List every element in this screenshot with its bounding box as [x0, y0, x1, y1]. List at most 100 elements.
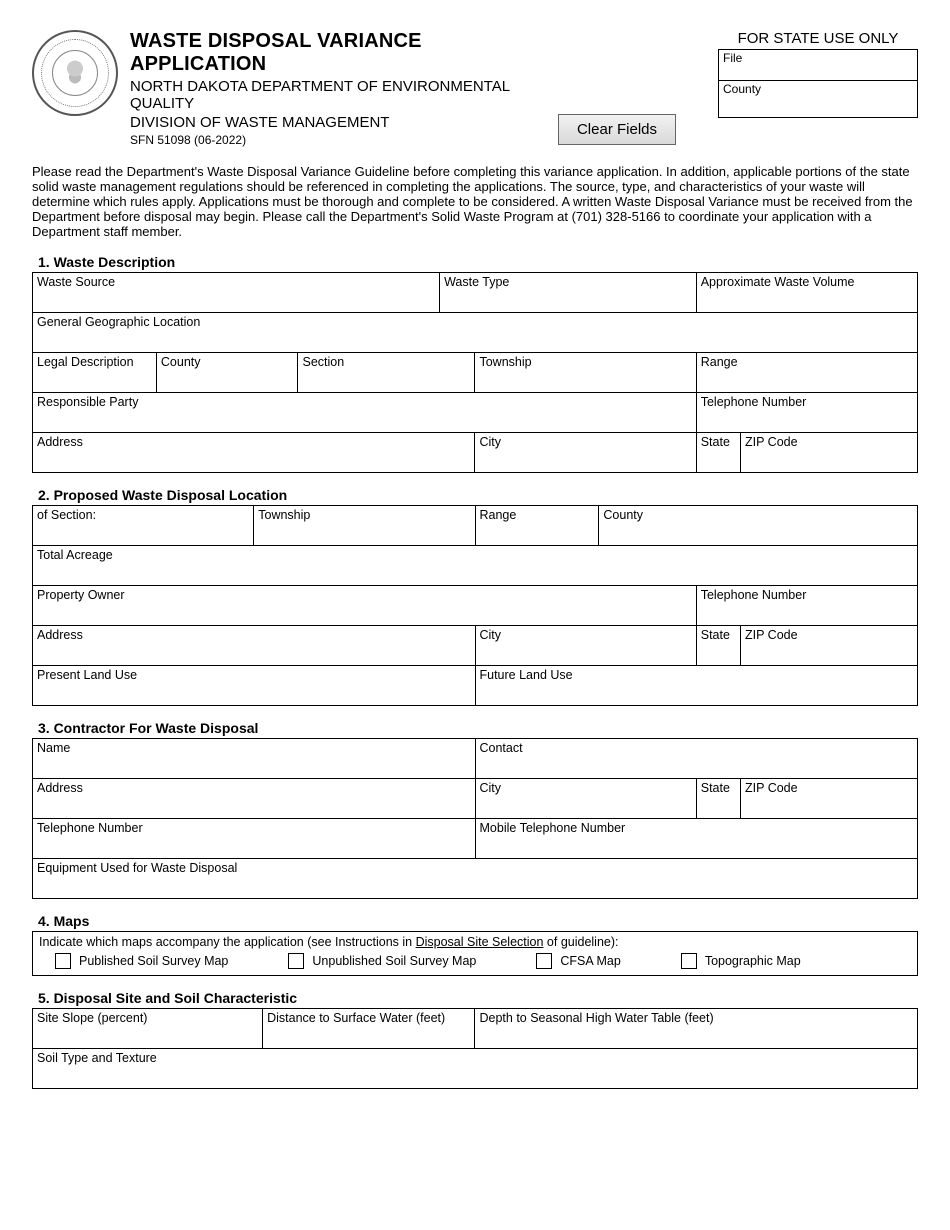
mobile3-input[interactable] [480, 835, 914, 852]
county2-input[interactable] [603, 522, 913, 539]
maps-box: Indicate which maps accompany the applic… [32, 931, 918, 976]
state-seal-icon [32, 30, 118, 116]
address-input[interactable] [37, 449, 470, 466]
name3-label: Name [37, 741, 70, 755]
section2-table: of Section: Township Range County Total … [32, 505, 918, 706]
county2-label: County [603, 508, 643, 522]
present-land-use-label: Present Land Use [37, 668, 137, 682]
range2-label: Range [480, 508, 517, 522]
city2-label: City [480, 628, 502, 642]
form-number: SFN 51098 (06-2022) [130, 133, 546, 147]
state3-input[interactable] [701, 795, 736, 812]
state-use-file-box: File [718, 49, 918, 81]
address-label: Address [37, 435, 83, 449]
state2-input[interactable] [701, 642, 736, 659]
zip3-input[interactable] [745, 795, 913, 812]
zip2-label: ZIP Code [745, 628, 798, 642]
county-input[interactable] [161, 369, 294, 386]
depth-water-table-label: Depth to Seasonal High Water Table (feet… [479, 1011, 713, 1025]
zip-input[interactable] [745, 449, 913, 466]
geo-location-input[interactable] [37, 329, 913, 346]
address3-label: Address [37, 781, 83, 795]
address3-input[interactable] [37, 795, 471, 812]
slope-input[interactable] [37, 1025, 258, 1042]
total-acreage-label: Total Acreage [37, 548, 113, 562]
telephone-input[interactable] [701, 409, 913, 426]
waste-source-label: Waste Source [37, 275, 115, 289]
state-use-county-box: County [718, 80, 918, 118]
contact3-input[interactable] [480, 755, 914, 772]
telephone-label: Telephone Number [701, 395, 807, 409]
state2-label: State [701, 628, 730, 642]
state-label: State [701, 435, 730, 449]
property-owner-input[interactable] [37, 602, 692, 619]
opt3-label: CFSA Map [560, 954, 620, 968]
township-input[interactable] [479, 369, 691, 386]
opt2-label: Unpublished Soil Survey Map [312, 954, 476, 968]
county-label: County [161, 355, 201, 369]
state-input[interactable] [701, 449, 736, 466]
mobile3-label: Mobile Telephone Number [480, 821, 626, 835]
city3-label: City [480, 781, 502, 795]
checkbox-cfsa[interactable] [536, 953, 552, 969]
township2-input[interactable] [258, 522, 470, 539]
city3-input[interactable] [480, 795, 692, 812]
address2-input[interactable] [37, 642, 471, 659]
range-input[interactable] [701, 369, 913, 386]
contact3-label: Contact [480, 741, 523, 755]
telephone2-label: Telephone Number [701, 588, 807, 602]
section-input[interactable] [302, 369, 470, 386]
distance-water-input[interactable] [267, 1025, 470, 1042]
future-land-use-input[interactable] [480, 682, 914, 699]
of-section-input[interactable] [37, 522, 249, 539]
checkbox-published-soil[interactable] [55, 953, 71, 969]
section3-table: Name Contact Address City State ZIP Code… [32, 738, 918, 899]
telephone2-input[interactable] [701, 602, 913, 619]
state-use-file-label: File [723, 51, 742, 65]
form-title: WASTE DISPOSAL VARIANCE APPLICATION [130, 30, 546, 76]
telephone3-input[interactable] [37, 835, 471, 852]
responsible-party-label: Responsible Party [37, 395, 138, 409]
section1-table: Waste Source Waste Type Approximate Wast… [32, 272, 918, 473]
section5-table: Site Slope (percent) Distance to Surface… [32, 1008, 918, 1089]
total-acreage-input[interactable] [37, 562, 913, 579]
present-land-use-input[interactable] [37, 682, 471, 699]
future-land-use-label: Future Land Use [480, 668, 573, 682]
city2-input[interactable] [480, 642, 692, 659]
equipment3-input[interactable] [37, 875, 913, 892]
opt1-label: Published Soil Survey Map [79, 954, 228, 968]
section5-title: 5. Disposal Site and Soil Characteristic [32, 990, 918, 1006]
clear-fields-button[interactable]: Clear Fields [558, 114, 676, 145]
waste-type-input[interactable] [444, 289, 692, 306]
checkbox-topographic[interactable] [681, 953, 697, 969]
range2-input[interactable] [480, 522, 595, 539]
depth-water-table-input[interactable] [479, 1025, 913, 1042]
state3-label: State [701, 781, 730, 795]
city-label: City [479, 435, 501, 449]
section2-title: 2. Proposed Waste Disposal Location [32, 487, 918, 503]
distance-water-label: Distance to Surface Water (feet) [267, 1011, 445, 1025]
of-section-label: of Section: [37, 508, 96, 522]
township2-label: Township [258, 508, 310, 522]
zip-label: ZIP Code [745, 435, 798, 449]
name3-input[interactable] [37, 755, 471, 772]
telephone3-label: Telephone Number [37, 821, 143, 835]
geo-location-label: General Geographic Location [37, 315, 200, 329]
waste-source-input[interactable] [37, 289, 435, 306]
property-owner-label: Property Owner [37, 588, 125, 602]
responsible-party-input[interactable] [37, 409, 692, 426]
division-name: DIVISION OF WASTE MANAGEMENT [130, 114, 546, 131]
department-name: NORTH DAKOTA DEPARTMENT OF ENVIRONMENTAL… [130, 78, 546, 112]
checkbox-unpublished-soil[interactable] [288, 953, 304, 969]
equipment3-label: Equipment Used for Waste Disposal [37, 861, 237, 875]
section3-title: 3. Contractor For Waste Disposal [32, 720, 918, 736]
state-use-county-label: County [723, 82, 761, 96]
zip2-input[interactable] [745, 642, 913, 659]
section4-title: 4. Maps [32, 913, 918, 929]
maps-instruction: Indicate which maps accompany the applic… [39, 935, 911, 949]
section1-title: 1. Waste Description [32, 254, 918, 270]
approx-volume-label: Approximate Waste Volume [701, 275, 855, 289]
soil-type-input[interactable] [37, 1065, 913, 1082]
approx-volume-input[interactable] [701, 289, 913, 306]
city-input[interactable] [479, 449, 691, 466]
